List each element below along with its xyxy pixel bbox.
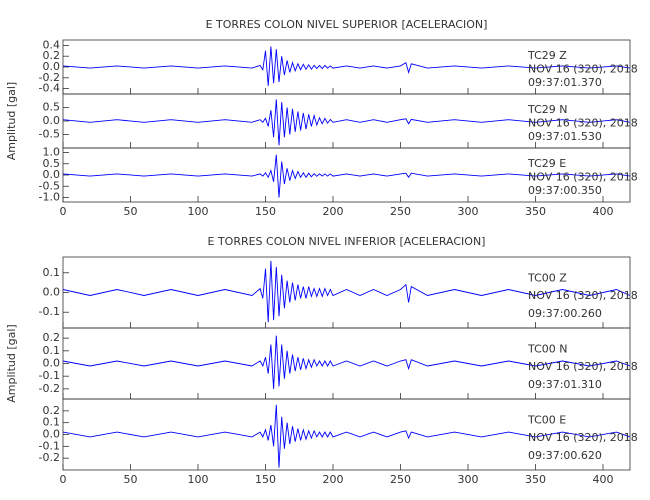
x-tick-label: 150: [255, 473, 276, 486]
chart-title: E TORRES COLON NIVEL INFERIOR [ACELERACI…: [208, 235, 486, 248]
y-tick-label: -0.5: [39, 179, 60, 192]
y-tick-label: 0.1: [43, 266, 61, 279]
x-tick-label: 50: [124, 205, 138, 218]
x-tick-label: 200: [323, 205, 344, 218]
y-tick-label: 0.5: [43, 101, 61, 114]
y-tick-label: 1.0: [43, 146, 61, 159]
trace-time: 09:37:00.260: [528, 307, 602, 320]
trace-station: TC29 E: [527, 157, 566, 170]
y-tick-label: 0.0: [43, 357, 61, 370]
y-axis-label: Amplitud [gal]: [5, 324, 18, 402]
x-tick-label: 350: [525, 473, 546, 486]
y-tick-label: -0.5: [39, 128, 60, 141]
y-tick-label: 0.0: [43, 428, 61, 441]
y-tick-label: 0.5: [43, 157, 61, 170]
y-tick-label: 0.1: [43, 344, 61, 357]
trace-date: NOV 16 (320), 2018: [528, 289, 638, 302]
y-tick-label: 0.4: [43, 38, 61, 51]
y-tick-label: -0.1: [39, 305, 60, 318]
y-tick-label: 0.0: [43, 114, 61, 127]
x-tick-label: 400: [593, 205, 614, 218]
trace-date: NOV 16 (320), 2018: [528, 63, 638, 76]
x-tick-label: 350: [525, 205, 546, 218]
y-axis-label: Amplitud [gal]: [5, 82, 18, 160]
x-tick-label: 150: [255, 205, 276, 218]
y-tick-label: -0.1: [39, 369, 60, 382]
trace-station: TC00 Z: [527, 271, 567, 284]
trace-station: TC29 N: [527, 103, 567, 116]
x-tick-label: 100: [188, 473, 209, 486]
trace-station: TC00 N: [527, 342, 567, 355]
x-tick-label: 0: [60, 473, 67, 486]
y-tick-label: 0.1: [43, 416, 61, 429]
trace-time: 09:37:01.530: [528, 130, 602, 143]
chart-title: E TORRES COLON NIVEL SUPERIOR [ACELERACI…: [206, 18, 488, 31]
trace-time: 09:37:01.370: [528, 76, 602, 89]
x-tick-label: 200: [323, 473, 344, 486]
y-tick-label: 0.2: [43, 331, 61, 344]
x-tick-label: 0: [60, 205, 67, 218]
trace-time: 09:37:00.350: [528, 184, 602, 197]
x-tick-label: 250: [390, 473, 411, 486]
trace-date: NOV 16 (320), 2018: [528, 171, 638, 184]
trace-station: TC00 E: [527, 413, 566, 426]
y-tick-label: 0.0: [43, 286, 61, 299]
waveform: [62, 260, 631, 323]
y-tick-label: 0.2: [43, 49, 61, 62]
trace-station: TC29 Z: [527, 49, 567, 62]
trace-date: NOV 16 (320), 2018: [528, 117, 638, 130]
waveform: [62, 335, 631, 389]
y-tick-label: -0.4: [39, 82, 60, 95]
trace-date: NOV 16 (320), 2018: [528, 360, 638, 373]
y-tick-label: -0.2: [39, 382, 60, 395]
x-tick-label: 250: [390, 205, 411, 218]
waveform: [62, 46, 631, 86]
y-tick-label: -0.1: [39, 439, 60, 452]
y-tick-label: 0.2: [43, 404, 61, 417]
y-tick-label: -0.2: [39, 451, 60, 464]
waveform: [62, 404, 631, 468]
x-tick-label: 300: [458, 473, 479, 486]
y-tick-label: 0.0: [43, 60, 61, 73]
y-tick-label: 0.0: [43, 168, 61, 181]
trace-date: NOV 16 (320), 2018: [528, 431, 638, 444]
trace-time: 09:37:01.310: [528, 378, 602, 391]
trace-time: 09:37:00.620: [528, 449, 602, 462]
x-tick-label: 50: [124, 473, 138, 486]
waveform: [62, 154, 631, 198]
x-tick-label: 400: [593, 473, 614, 486]
x-tick-label: 300: [458, 205, 479, 218]
waveform: [62, 99, 631, 146]
y-tick-label: -1.0: [39, 191, 60, 204]
x-tick-label: 100: [188, 205, 209, 218]
y-tick-label: -0.2: [39, 71, 60, 84]
